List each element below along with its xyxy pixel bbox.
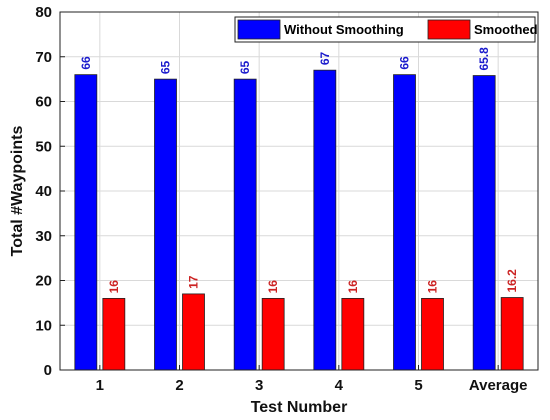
data-label-smoothed: 16 [426, 280, 440, 294]
y-tick-label: 0 [44, 362, 52, 379]
y-tick-label: 10 [35, 317, 52, 334]
x-tick-label: 2 [175, 377, 183, 394]
bar-without-smoothing [74, 74, 98, 371]
data-label-without-smoothing: 66 [79, 56, 93, 70]
y-tick-label: 30 [35, 228, 52, 245]
grid-lines [60, 12, 538, 370]
y-tick-label: 80 [35, 4, 52, 21]
legend-label-smoothed: Smoothed [474, 22, 538, 37]
bar-smoothed [102, 297, 126, 371]
x-tick-label: 4 [335, 377, 344, 394]
bar-smoothed [182, 293, 205, 371]
y-tick-label: 50 [35, 138, 52, 155]
data-label-without-smoothing: 65 [238, 60, 252, 74]
x-tick-label: 5 [414, 377, 422, 394]
bar-without-smoothing [313, 69, 337, 371]
y-tick-label: 40 [35, 183, 52, 200]
data-label-without-smoothing: 65 [159, 60, 173, 74]
plot-frame [59, 11, 539, 371]
legend-swatch-without-smoothing [237, 19, 281, 40]
x-tick-label: 3 [255, 377, 263, 394]
bar-smoothed [500, 297, 524, 371]
legend-box [234, 16, 536, 43]
data-label-without-smoothing: 67 [318, 52, 332, 66]
bar-without-smoothing [154, 78, 177, 371]
x-axis-title: Test Number [251, 399, 348, 416]
bar-smoothed [421, 297, 444, 371]
bar-smoothed [341, 297, 365, 371]
bar-smoothed [261, 297, 285, 371]
bars [74, 69, 524, 371]
data-label-smoothed: 16 [107, 280, 121, 294]
bar-without-smoothing [472, 75, 496, 371]
data-label-smoothed: 16 [346, 280, 360, 294]
y-axis-title: Total #Waypoints [9, 126, 26, 257]
data-label-smoothed: 16 [266, 280, 280, 294]
y-tick-label: 20 [35, 273, 52, 290]
legend-swatch-smoothed [427, 19, 471, 40]
legend: Without Smoothing Smoothed [234, 16, 538, 43]
data-label-smoothed: 16.2 [505, 269, 519, 293]
x-tick-label: Average [469, 377, 528, 394]
data-labels: 66 16 65 17 65 16 67 16 66 16 65.8 16.2 [79, 47, 519, 294]
y-tick-label: 60 [35, 94, 52, 111]
x-tick-label: 1 [96, 377, 104, 394]
y-tick-label: 70 [35, 49, 52, 66]
data-label-smoothed: 17 [187, 275, 201, 289]
tick-labels: 0 10 20 30 40 50 60 70 80 1 2 3 4 5 Average [35, 4, 527, 394]
legend-label-without-smoothing: Without Smoothing [284, 22, 404, 37]
bar-without-smoothing [393, 74, 416, 371]
data-label-without-smoothing: 65.8 [477, 47, 491, 71]
bar-without-smoothing [233, 78, 257, 371]
data-label-without-smoothing: 66 [398, 56, 412, 70]
